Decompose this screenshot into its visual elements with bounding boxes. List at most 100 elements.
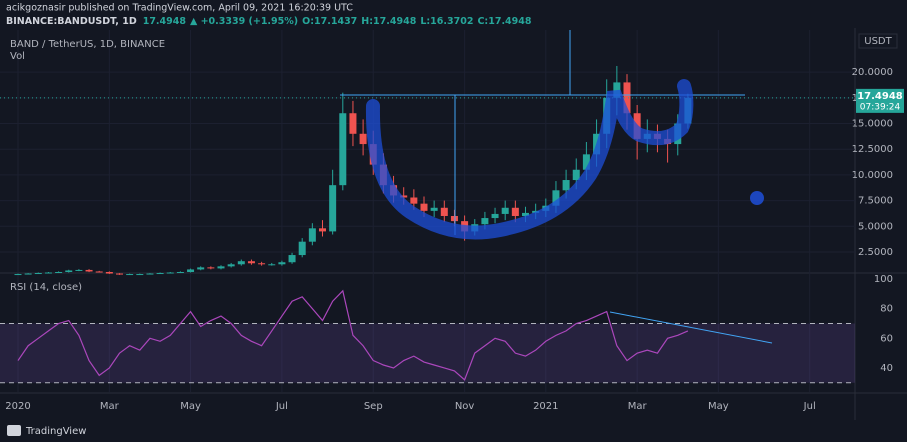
candle-body: [430, 207, 438, 211]
y-tick-label: 80: [880, 304, 893, 315]
unit-box: [858, 33, 898, 49]
last-price-label: 17.4948: [857, 91, 903, 102]
x-tick-label: 2020: [5, 401, 30, 412]
candle-body: [176, 272, 184, 273]
candle-body: [410, 197, 418, 204]
candle-body: [319, 228, 326, 232]
x-tick-label: May: [708, 401, 729, 412]
candle-body: [156, 273, 164, 275]
logo-icon: [7, 425, 21, 436]
candle-body: [55, 272, 63, 273]
ohlc: H:17.4948: [361, 16, 416, 27]
candle-body: [308, 228, 316, 242]
rsi-title: RSI (14, close): [10, 282, 82, 293]
x-tick-label: Nov: [455, 401, 475, 412]
cup-handle-drawing: [365, 79, 694, 240]
candle-body: [237, 261, 245, 265]
candle-body: [166, 272, 174, 274]
x-tick-label: 2021: [533, 401, 558, 412]
candle-body: [227, 264, 235, 267]
brand: TradingView: [25, 426, 86, 437]
candle-body: [197, 267, 205, 270]
y-tick-label: 5.0000: [858, 221, 893, 232]
candle-body: [34, 273, 42, 275]
candle-body: [339, 113, 347, 186]
y-tick-label: 60: [880, 333, 893, 344]
x-tick-label: Sep: [364, 401, 383, 412]
candle-body: [136, 274, 144, 276]
x-tick-label: Mar: [628, 401, 648, 412]
candle-body: [491, 213, 499, 219]
y-tick-label: 15.0000: [852, 119, 893, 130]
rsi-trendline: [609, 311, 773, 344]
candle-body: [65, 270, 73, 272]
change: ▲ +0.3339 (+1.95%): [190, 16, 298, 27]
candle-body: [146, 273, 154, 275]
countdown: 07:39:24: [860, 102, 901, 112]
candle-body: [613, 82, 621, 98]
candle-body: [562, 180, 570, 191]
ohlc: L:16.3702: [420, 16, 473, 27]
candle-body: [126, 274, 134, 276]
x-tick-label: Jul: [803, 401, 816, 412]
candle-body: [85, 269, 93, 272]
marker-dot: [750, 191, 764, 205]
candle-body: [552, 190, 560, 206]
candle-body: [278, 262, 286, 265]
candle-body: [522, 212, 529, 216]
y-tick-label: 20.0000: [852, 67, 893, 78]
user-drawings: [340, 30, 773, 344]
candle-body: [14, 274, 22, 276]
price: 17.4948: [143, 16, 187, 27]
candle-body: [44, 272, 52, 274]
y-tick-label: 100: [874, 274, 893, 285]
y-tick-label: 2.5000: [858, 247, 893, 258]
chart-title: BAND / TetherUS, 1D, BINANCE: [10, 39, 165, 50]
candle-body: [329, 185, 337, 232]
y-tick-label: 10.0000: [852, 170, 893, 181]
candle-body: [207, 267, 215, 269]
candle-body: [440, 207, 448, 216]
candle-body: [105, 272, 113, 274]
ohlc: C:17.4948: [477, 16, 531, 27]
author-line: acikgoznasir published on TradingView.co…: [6, 3, 353, 14]
quote-line: BINANCE:BANDUSDT, 1D 17.4948 ▲ +0.3339 (+1…: [6, 16, 532, 27]
candle-body: [400, 195, 408, 198]
candle-body: [572, 169, 580, 181]
symbol: BINANCE:BANDUSDT, 1D: [6, 16, 137, 27]
candle-body: [511, 207, 519, 216]
candle-body: [481, 218, 489, 225]
footer: [0, 420, 907, 442]
candle-body: [450, 215, 458, 222]
candle-body: [258, 263, 266, 265]
x-tick-label: Jul: [275, 401, 288, 412]
y-tick-label: 40: [880, 363, 893, 374]
y-tick-label: 12.5000: [852, 144, 893, 155]
x-tick-label: May: [180, 401, 201, 412]
candle-body: [420, 203, 428, 211]
volume-label: Vol: [10, 51, 25, 62]
candle-body: [24, 273, 32, 275]
candle-body: [623, 82, 631, 114]
rsi-band: [0, 323, 855, 383]
y-tick-label: 7.5000: [858, 196, 893, 207]
candle-body: [268, 264, 276, 266]
last-price-box: [856, 88, 904, 113]
rsi-line: [17, 289, 689, 381]
candle-body: [187, 269, 195, 272]
candle-body: [288, 255, 296, 263]
candle-body: [217, 266, 225, 269]
unit-label: USDT: [864, 36, 892, 47]
x-tick-label: Mar: [100, 401, 120, 412]
candle-body: [349, 113, 357, 134]
candle-body: [298, 241, 306, 256]
candle-body: [116, 273, 123, 275]
candle-body: [501, 207, 509, 214]
candle-body: [95, 271, 103, 273]
candle-body: [359, 133, 367, 145]
candle-body: [247, 261, 255, 264]
candle-body: [582, 154, 590, 170]
